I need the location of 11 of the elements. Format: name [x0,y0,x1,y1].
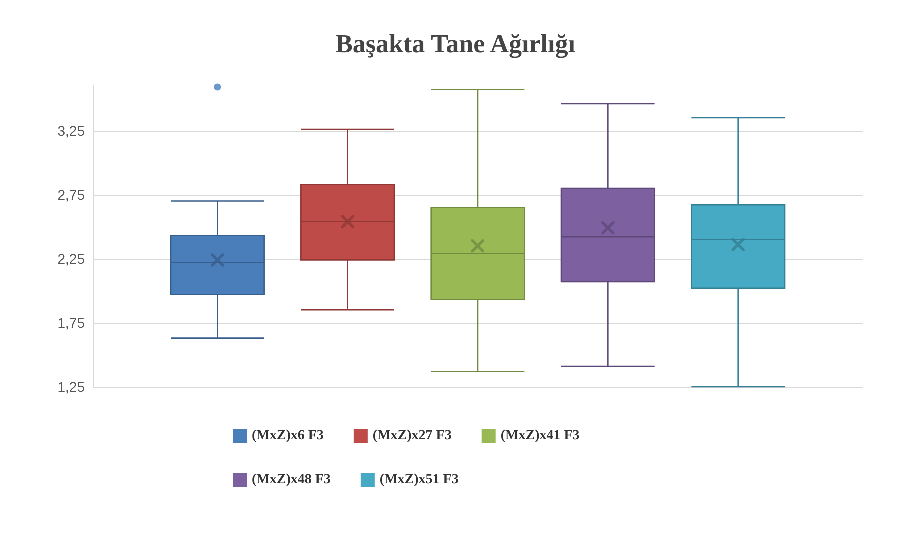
y-tick-label: 2,25 [58,250,86,267]
y-tick-label: 1,25 [58,379,86,395]
y-tick-label: 2,75 [58,186,86,203]
chart-title: Başakta Tane Ağırlığı [336,30,576,58]
y-tick-label: 3,25 [58,122,86,139]
legend-label: (MxZ)x41 F3 [500,428,580,444]
y-tick-label: 1,75 [58,314,86,331]
legend-label: (MxZ)x51 F3 [380,472,459,488]
legend-label: (MxZ)x27 F3 [372,428,452,444]
legend-label: (MxZ)x48 F3 [252,472,331,488]
legend-label: (MxZ)x6 F3 [252,428,324,444]
